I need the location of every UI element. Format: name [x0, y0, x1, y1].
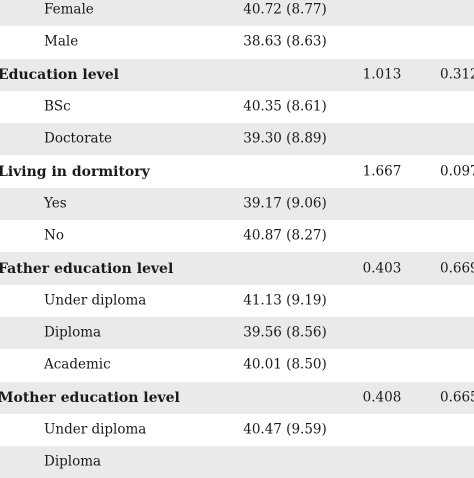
table-row: Living in dormitory 1.667 0.097 [0, 155, 474, 187]
test-statistic: 0.408 [362, 388, 402, 405]
mean-sd: 40.72 (8.77) [243, 1, 327, 18]
table-row: BSc 40.35 (8.61) [0, 91, 474, 123]
row-label: Academic [44, 356, 111, 373]
row-label: Living in dormitory [0, 163, 150, 180]
mean-sd: 40.35 (8.61) [243, 98, 327, 115]
mean-sd: 38.63 (8.63) [243, 33, 327, 50]
test-statistic: 1.667 [362, 162, 402, 179]
test-statistic: 0.403 [362, 259, 402, 276]
table-row: Father education level 0.403 0.669 [0, 252, 474, 285]
row-label: Under diploma [44, 292, 147, 309]
row-label: Diploma [44, 453, 102, 470]
table-row: Yes 39.17 (9.06) [0, 187, 474, 221]
row-label: No [44, 227, 64, 244]
row-label: Doctorate [44, 130, 112, 147]
row-label: Diploma [44, 324, 102, 341]
table-row: Diploma 39.56 (8.56) [0, 316, 474, 350]
mean-sd: 39.56 (8.56) [243, 324, 327, 341]
test-statistic: 1.013 [362, 65, 402, 82]
table-row: Mother education level 0.408 0.665 [0, 381, 474, 414]
row-label: Yes [44, 195, 67, 212]
table-row: No 40.87 (8.27) [0, 220, 474, 252]
p-value: 0.097 [440, 162, 474, 179]
mean-sd: 41.13 (9.19) [243, 292, 327, 309]
mean-sd: 39.17 (9.06) [243, 195, 327, 212]
table-row: Under diploma 41.13 (9.19) [0, 285, 474, 317]
row-label: Father education level [0, 260, 174, 277]
table-row: Male 38.63 (8.63) [0, 26, 474, 58]
p-value: 0.669 [440, 259, 474, 276]
row-label: Female [44, 1, 94, 18]
mean-sd: 40.47 (9.59) [243, 421, 327, 438]
row-label: Education level [0, 66, 119, 83]
table-row: Diploma [0, 446, 474, 478]
row-label: BSc [44, 98, 71, 115]
table-row: Under diploma 40.47 (9.59) [0, 414, 474, 446]
table-row: Female 40.72 (8.77) [0, 0, 474, 27]
mean-sd: 40.01 (8.50) [243, 356, 327, 373]
row-label: Under diploma [44, 421, 147, 438]
mean-sd: 39.30 (8.89) [243, 130, 327, 147]
mean-sd: 40.87 (8.27) [243, 227, 327, 244]
row-label: Male [44, 33, 79, 50]
p-value: 0.665 [440, 388, 474, 405]
table-row: Academic 40.01 (8.50) [0, 349, 474, 381]
p-value: 0.312 [440, 65, 474, 82]
table-row: Doctorate 39.30 (8.89) [0, 123, 474, 156]
table-row: Education level 1.013 0.312 [0, 58, 474, 91]
row-label: Mother education level [0, 389, 180, 406]
